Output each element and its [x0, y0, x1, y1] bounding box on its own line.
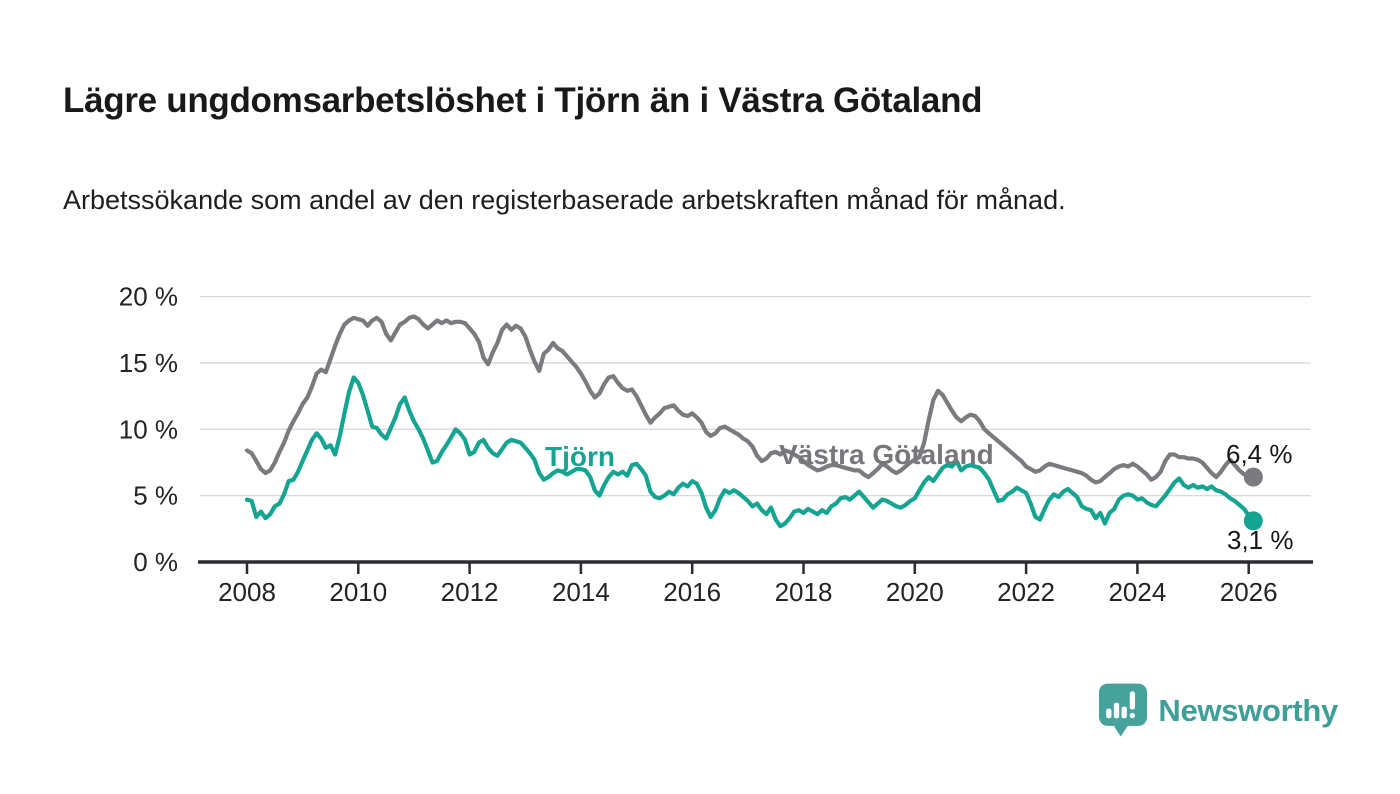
series-line-v-stra-g-taland — [244, 314, 1256, 485]
y-tick-label: 0 % — [133, 547, 178, 577]
newsworthy-branding: Newsworthy — [1098, 682, 1338, 739]
x-tick-label: 2022 — [997, 577, 1055, 607]
x-tick-label: 2020 — [886, 577, 944, 607]
x-tick-label: 2010 — [329, 577, 387, 607]
x-tick-label: 2014 — [552, 577, 610, 607]
x-tick-label: 2016 — [663, 577, 721, 607]
y-tick-label: 10 % — [119, 414, 178, 444]
series-line-tj-rn — [244, 375, 1256, 529]
series-label-tj-rn: Tjörn — [545, 441, 615, 472]
series-end-dot-tj-rn — [1243, 511, 1263, 531]
logo-bar-1 — [1106, 708, 1112, 719]
newsworthy-logo-icon — [1099, 683, 1148, 737]
logo-bar-2 — [1114, 702, 1120, 719]
x-tick-label: 2018 — [775, 577, 833, 607]
logo-exclamation-dot — [1130, 712, 1136, 719]
series-label-v-stra-g-taland: Västra Götaland — [779, 439, 994, 470]
logo-exclamation-bar — [1130, 691, 1136, 710]
value-label-tj-rn: 3,1 % — [1227, 525, 1294, 555]
page-subtitle: Arbetssökande som andel av den registerb… — [63, 185, 1066, 215]
y-tick-label: 20 % — [119, 282, 178, 312]
value-label-v-stra-g-taland: 6,4 % — [1226, 439, 1293, 469]
x-tick-label: 2012 — [441, 577, 499, 607]
page-title: Lägre ungdomsarbetslöshet i Tjörn än i V… — [63, 81, 983, 121]
logo-bar-3 — [1121, 706, 1128, 719]
y-tick-label: 5 % — [133, 481, 178, 511]
x-tick-label: 2008 — [218, 577, 276, 607]
x-tick-label: 2024 — [1108, 577, 1166, 607]
series-end-dot-v-stra-g-taland — [1243, 467, 1263, 487]
y-tick-label: 15 % — [119, 348, 178, 378]
x-tick-label: 2026 — [1220, 577, 1278, 607]
newsworthy-logo-text: Newsworthy — [1158, 692, 1338, 728]
